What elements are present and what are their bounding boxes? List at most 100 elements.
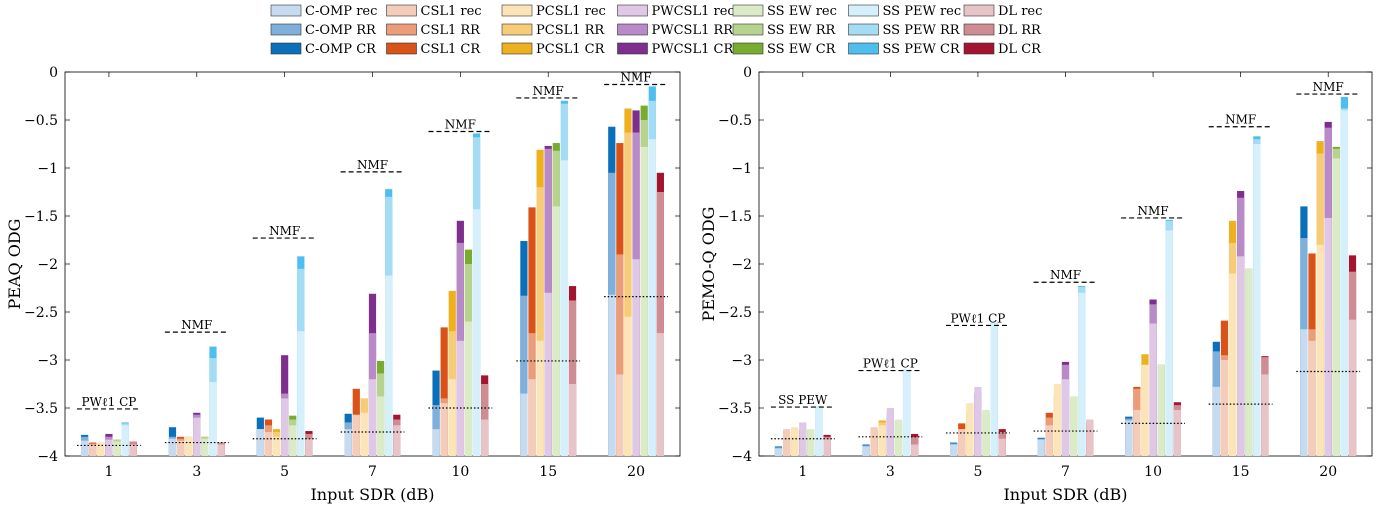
bar-c-omp-rec-sdr-15 [1212, 386, 1220, 456]
bar-ss-ew-rec-sdr-15 [552, 206, 560, 456]
bar-ss-ew-rec-sdr-3 [201, 438, 209, 456]
legend-label-ss-ew-rec: SS EW rec [767, 4, 837, 19]
bar-ss-pew-rec-sdr-3 [902, 369, 911, 456]
bar-csl1-rec-sdr-3 [870, 427, 878, 456]
y-tick-label: −0.5 [24, 113, 58, 129]
legend-swatch-c-omp-cr [270, 42, 302, 55]
y-tick-label: −1.5 [24, 209, 58, 225]
bar-csl1-rec-sdr-7 [352, 414, 360, 456]
bar-csl1-rec-sdr-20 [616, 374, 624, 456]
dashed-reference-label: NMF [357, 158, 388, 172]
dashed-reference-label: PWℓ1 CP [81, 395, 136, 409]
dashed-reference-label: NMF [1313, 80, 1344, 94]
dashed-reference-label: NMF [269, 224, 300, 238]
bar-dl-rec-sdr-5 [998, 438, 1006, 456]
legend-swatch-pwcsl1-rec [617, 4, 648, 17]
bar-pcsl1-rec-sdr-3 [878, 425, 886, 456]
bar-dl-rr-sdr-20 [656, 192, 664, 456]
legend-label-pwcsl1-cr: PWCSL1 CR [652, 42, 735, 57]
x-axis-label: Input SDR (dB) [1003, 485, 1127, 504]
bar-c-omp-rec-sdr-1 [81, 440, 89, 456]
bar-ss-ew-rec-sdr-7 [1070, 396, 1078, 456]
bar-ss-ew-rec-sdr-3 [894, 419, 903, 456]
dashed-reference-label: PWℓ1 CP [950, 311, 1005, 325]
legend-swatch-pcsl1-rr [501, 23, 533, 36]
bar-pcsl1-rr-sdr-20 [624, 132, 632, 457]
bar-ss-ew-rec-sdr-1 [807, 429, 815, 456]
legend-swatch-csl1-rr [386, 23, 417, 36]
bar-c-omp-rec-sdr-3 [168, 438, 177, 456]
bar-ss-pew-rec-sdr-15 [560, 160, 569, 456]
bar-c-omp-rec-sdr-3 [862, 446, 870, 456]
legend-label-dl-cr: DL CR [998, 42, 1042, 57]
legend-label-ss-pew-rec: SS PEW rec [883, 4, 962, 19]
bar-ss-ew-rec-sdr-10 [464, 321, 473, 456]
y-tick-label: −2 [37, 257, 58, 273]
y-axis-label: PEMO-Q ODG [699, 207, 718, 322]
y-tick-label: 0 [49, 65, 58, 81]
x-tick-label-5: 5 [280, 464, 289, 480]
legend-label-dl-rec: DL rec [998, 4, 1042, 19]
bar-csl1-cr-sdr-10 [440, 327, 448, 456]
bar-ss-pew-rec-sdr-20 [648, 139, 656, 456]
legend-label-pcsl1-rr: PCSL1 RR [536, 23, 605, 38]
pemoq-odg-chart: −4 −3.5 −3 −2.5 −2 −1.5 −1 −0.5 0 PEMO-Q ODG Input… [699, 65, 1373, 504]
bar-pwcsl1-rec-sdr-7 [368, 379, 377, 456]
bar-pcsl1-rec-sdr-7 [1053, 384, 1061, 456]
y-tick-label: 0 [743, 65, 752, 81]
legend-swatch-dl-rec [963, 4, 995, 17]
x-tick-label-7: 7 [1061, 464, 1070, 480]
bar-pwcsl1-rec-sdr-5 [281, 398, 289, 456]
dashed-reference-label: SS PEW [778, 393, 828, 407]
bar-pcsl1-rec-sdr-3 [185, 436, 193, 456]
legend-label-pcsl1-cr: PCSL1 CR [536, 42, 606, 57]
legend-swatch-csl1-rec [386, 4, 417, 17]
x-tick-label-15: 15 [1232, 464, 1250, 480]
legend-swatch-ss-pew-rr [848, 23, 879, 36]
bar-ss-ew-rec-sdr-7 [377, 396, 385, 456]
bar-c-omp-rec-sdr-20 [608, 294, 616, 456]
bar-pwcsl1-rec-sdr-7 [1061, 379, 1070, 456]
bar-c-omp-rec-sdr-7 [344, 429, 352, 456]
bar-ss-ew-rec-sdr-15 [1245, 268, 1253, 456]
bar-ss-ew-rec-sdr-5 [289, 425, 297, 456]
bar-ss-pew-rec-sdr-20 [1340, 110, 1349, 457]
y-tick-label: −2.5 [718, 305, 752, 321]
bar-dl-rec-sdr-1 [129, 444, 137, 456]
legend: C-OMP rec CSL1 rec PCSL1 rec PWCSL1 rec SS E… [270, 4, 1042, 57]
legend-label-c-omp-cr: C-OMP CR [305, 42, 377, 57]
x-tick-label-10: 10 [451, 464, 469, 480]
bar-ss-pew-rec-sdr-7 [385, 275, 393, 456]
bar-ss-pew-rec-sdr-15 [1253, 144, 1261, 456]
y-tick-label: −4 [37, 449, 58, 465]
bar-ss-pew-rec-sdr-1 [815, 406, 823, 456]
legend-swatch-c-omp-rec [270, 4, 302, 17]
bar-pcsl1-rec-sdr-1 [97, 442, 105, 456]
bar-dl-rec-sdr-15 [568, 384, 577, 456]
dashed-reference-label: NMF [181, 318, 212, 332]
y-tick-label: −1 [731, 161, 752, 177]
bar-c-omp-rec-sdr-7 [1037, 439, 1045, 456]
legend-swatch-pwcsl1-rr [617, 23, 648, 36]
x-tick-label-15: 15 [539, 464, 557, 480]
bar-ss-ew-rec-sdr-20 [1332, 158, 1340, 456]
dashed-reference-label: NMF [621, 70, 652, 84]
legend-swatch-pwcsl1-cr [617, 42, 648, 55]
bar-csl1-rec-sdr-1 [89, 444, 97, 456]
bar-dl-rec-sdr-3 [217, 444, 225, 456]
legend-swatch-ss-ew-rr [732, 23, 764, 36]
bar-ss-pew-rec-sdr-5 [297, 331, 305, 456]
bar-pwcsl1-rec-sdr-5 [974, 386, 982, 456]
x-tick-label-1: 1 [798, 464, 807, 480]
bar-c-omp-rr-sdr-15 [520, 295, 528, 456]
x-tick-label-1: 1 [104, 464, 113, 480]
legend-label-pwcsl1-rec: PWCSL1 rec [652, 4, 735, 19]
legend-swatch-pcsl1-rec [501, 4, 533, 17]
bar-ss-pew-rec-sdr-10 [1165, 230, 1173, 456]
legend-swatch-ss-pew-rec [848, 4, 879, 17]
bar-dl-rec-sdr-15 [1261, 374, 1269, 456]
x-tick-label-3: 3 [192, 464, 201, 480]
bar-csl1-rec-sdr-10 [440, 403, 448, 456]
legend-swatch-ss-ew-rec [732, 4, 764, 17]
